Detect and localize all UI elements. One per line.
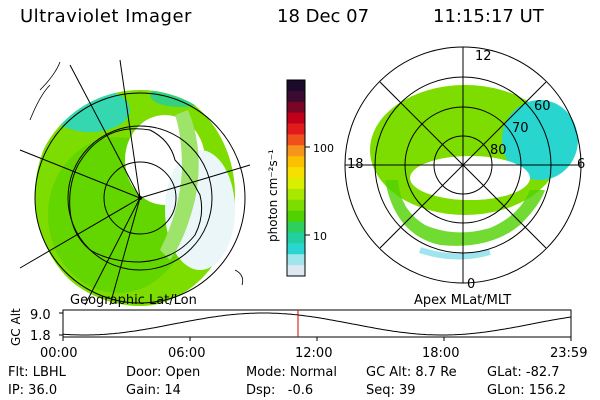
- image-time: 11:15:17 UT: [433, 6, 544, 27]
- y-axis-label: GC Alt: [9, 308, 23, 346]
- colorbar-label-100: 100: [313, 142, 334, 155]
- coastline-fragments: [29, 61, 244, 286]
- mlt-label-18: 18: [347, 157, 364, 172]
- info-gain: Gain: 14: [126, 383, 181, 398]
- magnetic-map: 12 18 6 0 60 70 80: [344, 46, 585, 292]
- info-ip: IP: 36.0: [8, 383, 58, 398]
- lat-circle-mid: [67, 125, 213, 271]
- colorbar-band: [287, 145, 305, 157]
- colorbar-band: [287, 134, 305, 146]
- x-tick-1800: 18:00: [422, 346, 459, 361]
- colorbar-band: [287, 254, 305, 266]
- colorbar-frame: [286, 79, 306, 277]
- aurora-arc-right: [160, 110, 199, 260]
- colorbar-band: [287, 232, 305, 244]
- right-map-caption: Apex MLat/MLT: [414, 293, 511, 308]
- x-tick-2359: 23:59: [550, 346, 587, 361]
- geographic-map: [19, 59, 251, 306]
- image-date: 18 Dec 07: [277, 6, 370, 27]
- x-tick-1200: 12:00: [295, 346, 332, 361]
- colorbar-band: [287, 80, 305, 92]
- mlt-lines: [345, 47, 581, 283]
- polar-cap-gap: [410, 156, 530, 200]
- aurora-cyan-patch: [50, 90, 130, 132]
- info-filter: Flt: LBHL: [8, 365, 66, 380]
- continent-outline: [69, 128, 203, 263]
- mlat-label-60: 60: [534, 99, 551, 114]
- colorbar-band: [287, 90, 305, 103]
- info-mode: Mode: Normal: [246, 365, 337, 380]
- y-tick-1-8: 1.8: [30, 329, 51, 344]
- mlt-label-12: 12: [475, 49, 492, 64]
- left-map-caption: Geographic Lat/Lon: [70, 293, 197, 308]
- colorbar-band: [287, 210, 305, 223]
- info-glon: GLon: 156.2: [487, 383, 567, 398]
- mlt-label-6: 6: [577, 157, 585, 172]
- info-dsp: Dsp: -0.6: [246, 383, 314, 398]
- colorbar-band: [287, 243, 305, 255]
- orbit-altitude-curve: [62, 312, 572, 336]
- x-tick-0600: 06:00: [168, 346, 205, 361]
- colorbar-label-10: 10: [313, 230, 327, 243]
- colorbar-band: [287, 156, 305, 168]
- colorbar-band: [287, 123, 305, 135]
- lat-circle-inner: [103, 161, 177, 235]
- y-tick-9: 9.0: [30, 308, 51, 323]
- info-seq: Seq: 39: [366, 383, 416, 398]
- pole-marker: [138, 196, 142, 200]
- oval-nightside-arc: [385, 180, 545, 246]
- colorbar-band: [287, 199, 305, 212]
- oval-nightside-faint: [419, 247, 491, 260]
- colorbar-band: [287, 101, 305, 114]
- colorbar-band: [287, 221, 305, 233]
- mlat-label-70: 70: [512, 121, 529, 136]
- colorbar-band: [287, 188, 305, 201]
- colorbar-band: [287, 265, 305, 277]
- colorbar-band: [287, 167, 305, 179]
- image-title: Ultraviolet Imager: [20, 6, 192, 27]
- timeline-frame: [62, 309, 572, 338]
- info-gc-alt: GC Alt: 8.7 Re: [366, 365, 457, 380]
- info-glat: GLat: -82.7: [487, 365, 560, 380]
- info-door: Door: Open: [126, 365, 201, 380]
- colorbar-bands: [287, 80, 305, 277]
- colorbar-unit-label: photon cm⁻²s⁻¹: [266, 149, 280, 242]
- colorbar-band: [287, 112, 305, 125]
- timeline-ticks: [59, 312, 572, 341]
- mlt-label-0: 0: [467, 277, 475, 292]
- altitude-timeline: 9.0 1.8 GC Alt 00:00 06:00 12:00 18:00 2…: [9, 308, 587, 361]
- x-tick-0000: 00:00: [40, 346, 77, 361]
- colorbar: 100 10 photon cm⁻²s⁻¹: [266, 79, 334, 277]
- colorbar-band: [287, 178, 305, 190]
- meridian-lines: [19, 59, 251, 306]
- lat-circle-outer: [34, 92, 246, 304]
- mlat-label-80: 80: [490, 143, 507, 158]
